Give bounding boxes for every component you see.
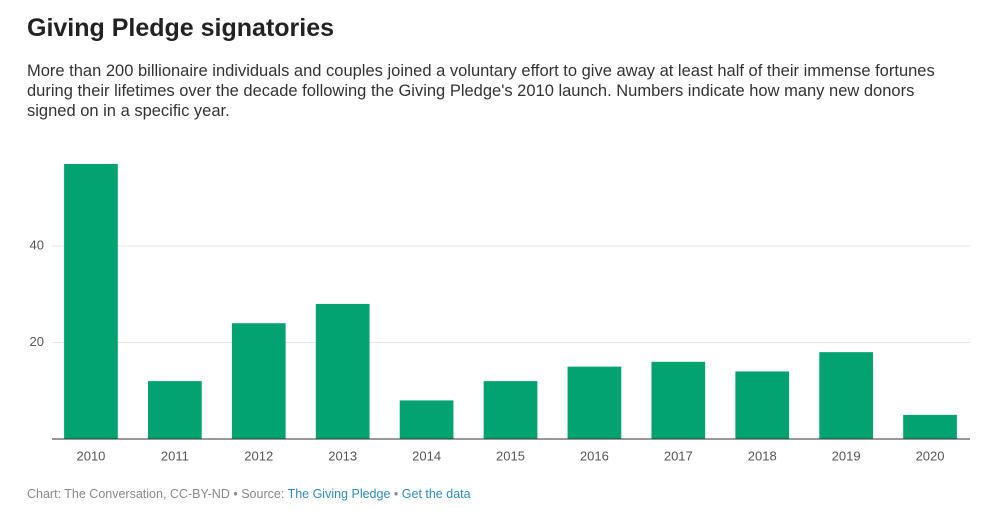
y-tick-label: 20: [30, 334, 44, 349]
x-tick-label: 2011: [161, 448, 189, 463]
x-tick-label: 2019: [832, 448, 861, 463]
credit: Chart: The Conversation, CC-BY-ND: [27, 487, 230, 501]
chart-title: Giving Pledge signatories: [27, 14, 335, 42]
bar: [903, 414, 957, 439]
bar: [315, 303, 370, 439]
x-tick-label: 2018: [748, 448, 777, 463]
chart-subtitle: More than 200 billionaire individuals an…: [27, 62, 935, 120]
bar: [651, 361, 706, 439]
bar: [64, 164, 118, 439]
x-tick-label: 2015: [496, 448, 525, 463]
x-tick-label: 2010: [76, 448, 105, 463]
bar: [399, 400, 454, 439]
source-link[interactable]: The Giving Pledge: [287, 487, 391, 501]
x-tick-label: 2013: [328, 448, 357, 463]
bar: [735, 371, 790, 439]
bar: [483, 381, 538, 439]
bar: [819, 352, 873, 439]
bar: [231, 323, 286, 439]
x-tick-label: 2020: [916, 448, 945, 463]
separator: •: [233, 487, 238, 501]
bar: [567, 366, 622, 439]
x-tick-label: 2016: [580, 448, 609, 463]
source-label: Source:: [241, 487, 285, 501]
footer: Chart: The Conversation, CC-BY-ND • Sour…: [27, 487, 471, 501]
x-tick-label: 2014: [412, 448, 441, 463]
y-tick-label: 40: [30, 237, 44, 252]
chart: 20 40 2010 2011 2012 2013 2014 2015 2016 2017 2018…: [30, 164, 970, 463]
x-tick-label: 2012: [244, 448, 273, 463]
bar: [148, 381, 202, 439]
separator: •: [393, 487, 399, 501]
data-link[interactable]: Get the data: [401, 487, 471, 501]
x-tick-label: 2017: [664, 448, 693, 463]
